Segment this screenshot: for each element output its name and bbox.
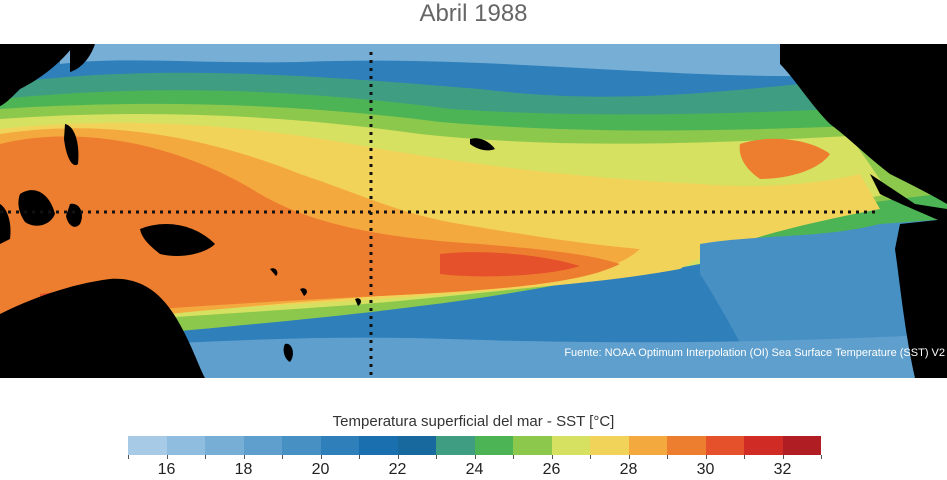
land-new-guinea [140, 224, 215, 256]
land-philippines [64, 124, 79, 166]
colorbar-tick [551, 455, 553, 459]
colorbar-tick-label: 30 [696, 461, 715, 478]
colorbar-tick-label: 20 [311, 461, 330, 478]
colorbar-tick-labels: 16 18 20 22 24 26 28 30 32 [128, 461, 821, 479]
land [0, 44, 947, 378]
land-australia [0, 278, 205, 378]
colorbar-swatch [243, 436, 282, 455]
colorbar-tick [205, 455, 206, 459]
colorbar-tick [282, 455, 283, 459]
colorbar-swatch [282, 436, 321, 455]
colorbar-tick [397, 455, 399, 459]
land-sulawesi [66, 203, 82, 227]
colorbar-tick-label: 18 [234, 461, 253, 478]
sst-map [0, 44, 947, 378]
colorbar-swatch [474, 436, 513, 455]
colorbar-swatch [166, 436, 205, 455]
colorbar-swatch [436, 436, 475, 455]
colorbar [128, 436, 821, 455]
colorbar-swatch [128, 436, 167, 455]
colorbar-swatch [705, 436, 744, 455]
colorbar-swatch [513, 436, 552, 455]
reference-lines [0, 52, 880, 378]
colorbar-tick [744, 455, 745, 459]
colorbar-swatch [667, 436, 706, 455]
land-borneo [18, 190, 55, 226]
colorbar-swatch [551, 436, 590, 455]
colorbar-tick [128, 455, 129, 459]
land-hawaii [470, 138, 495, 151]
colorbar-tick-label: 32 [773, 461, 792, 478]
land-asia [0, 44, 75, 106]
colorbar-tick [436, 455, 437, 459]
colorbar-swatch [359, 436, 398, 455]
colorbar-label: Temperatura superficial del mar - SST [°… [332, 413, 615, 430]
colorbar-tick-label: 22 [388, 461, 407, 478]
sst-field [0, 44, 947, 378]
colorbar-swatch [205, 436, 244, 455]
colorbar-tick [320, 455, 322, 459]
sst-band-south-cold [0, 334, 947, 378]
land-new-zealand [283, 343, 293, 362]
colorbar-tick [359, 455, 360, 459]
colorbar-tick [590, 455, 591, 459]
map-title: Abril 1988 [419, 0, 528, 27]
colorbar-tick [821, 455, 822, 459]
land-north-america-coast [870, 174, 947, 224]
colorbar-ticks [128, 455, 822, 461]
colorbar-swatch [744, 436, 783, 455]
colorbar-tick [782, 455, 784, 459]
colorbar-swatch [320, 436, 359, 455]
colorbar-swatch [590, 436, 629, 455]
colorbar-tick [474, 455, 476, 459]
land-sumatra [0, 204, 11, 244]
colorbar-swatch [782, 436, 821, 455]
colorbar-tick [705, 455, 707, 459]
colorbar-swatch [628, 436, 667, 455]
colorbar-tick-label: 28 [619, 461, 638, 478]
land-japan [70, 44, 95, 72]
sst-band-east-warm [739, 138, 830, 179]
land-north-america [780, 44, 947, 204]
colorbar-tick [628, 455, 630, 459]
source-note: Fuente: NOAA Optimum Interpolation (OI) … [564, 347, 945, 359]
sst-band-hot-spot [440, 252, 580, 277]
colorbar-tick-label: 16 [157, 461, 176, 478]
colorbar-tick [166, 455, 168, 459]
colorbar-tick [243, 455, 245, 459]
sst-band-north-cold [60, 44, 860, 77]
colorbar-tick [667, 455, 668, 459]
colorbar-tick-label: 24 [465, 461, 484, 478]
colorbar-tick [513, 455, 514, 459]
colorbar-tick-label: 26 [542, 461, 561, 478]
colorbar-swatch [397, 436, 436, 455]
land-south-america [895, 219, 947, 378]
